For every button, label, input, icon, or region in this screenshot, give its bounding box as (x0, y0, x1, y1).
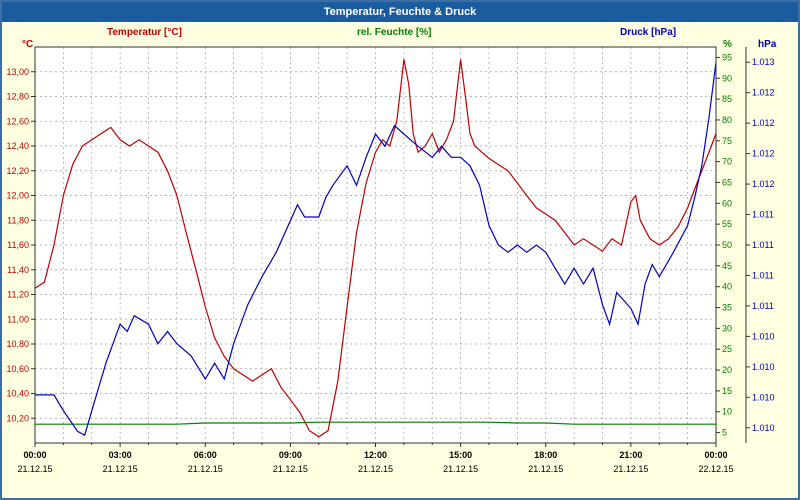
window-title: Temperatur, Feuchte & Druck (323, 6, 477, 18)
svg-text:11,40: 11,40 (7, 265, 29, 275)
svg-text:20: 20 (722, 365, 732, 375)
svg-text:90: 90 (722, 73, 732, 83)
svg-text:22.12.15: 22.12.15 (698, 464, 733, 474)
title-bar: Temperatur, Feuchte & Druck (2, 2, 798, 22)
svg-text:1.012: 1.012 (752, 88, 775, 98)
svg-text:12,80: 12,80 (6, 92, 29, 102)
svg-text:06:00: 06:00 (194, 450, 217, 460)
humidity-axis-unit: % (723, 39, 732, 50)
svg-text:21.12.15: 21.12.15 (103, 464, 138, 474)
svg-text:12,20: 12,20 (6, 166, 29, 176)
legend-humidity: rel. Feuchte [%] (357, 27, 432, 38)
svg-text:1.010: 1.010 (752, 423, 775, 433)
svg-text:21.12.15: 21.12.15 (358, 464, 393, 474)
legend-pressure: Druck [hPa] (620, 27, 677, 38)
temp-axis: 13,00 12,80 12,60 12,40 12,20 12,00 11,80 11,60… (6, 67, 35, 423)
svg-text:10: 10 (722, 407, 732, 417)
svg-text:10,80: 10,80 (6, 339, 29, 349)
svg-text:5: 5 (722, 428, 727, 438)
svg-text:1.013: 1.013 (752, 57, 775, 67)
svg-text:80: 80 (722, 115, 732, 125)
svg-text:1.011: 1.011 (752, 301, 774, 311)
svg-text:10,60: 10,60 (6, 364, 29, 374)
svg-text:60: 60 (722, 198, 732, 208)
series-humidity-line (35, 421, 716, 425)
svg-text:03:00: 03:00 (109, 450, 132, 460)
svg-text:1.011: 1.011 (752, 210, 774, 220)
legend-temperature: Temperatur [°C] (107, 27, 182, 38)
svg-text:21.12.15: 21.12.15 (273, 464, 308, 474)
svg-text:12,40: 12,40 (6, 141, 29, 151)
svg-text:21.12.15: 21.12.15 (528, 464, 563, 474)
svg-text:70: 70 (722, 157, 732, 167)
svg-text:85: 85 (722, 94, 732, 104)
svg-text:12:00: 12:00 (364, 450, 387, 460)
series-pressure-line (35, 62, 717, 436)
temp-axis-unit: °C (22, 39, 34, 50)
svg-text:18:00: 18:00 (534, 450, 557, 460)
svg-text:1.012: 1.012 (752, 179, 775, 189)
svg-text:12,00: 12,00 (6, 191, 29, 201)
pressure-axis: 1.013 1.012 1.012 1.012 1.012 1.011 1.011 1.011… (745, 47, 775, 443)
pressure-axis-unit: hPa (758, 39, 777, 50)
svg-text:35: 35 (722, 303, 732, 313)
svg-text:1.010: 1.010 (752, 392, 775, 402)
svg-text:1.010: 1.010 (752, 331, 775, 341)
svg-text:21:00: 21:00 (619, 450, 642, 460)
svg-text:75: 75 (722, 136, 732, 146)
x-axis: 00:00 21.12.15 03:00 21.12.15 06:00 21.12.15 0… (17, 443, 734, 474)
svg-text:1.011: 1.011 (752, 240, 774, 250)
svg-text:11,60: 11,60 (7, 240, 29, 250)
svg-text:21.12.15: 21.12.15 (613, 464, 648, 474)
gridlines (35, 47, 716, 443)
humidity-axis: 95 90 85 80 75 70 65 60 55 50 45 40 35 30 25 20 15 10 5 (716, 52, 732, 438)
series-temperature-line (34, 59, 717, 438)
chart-canvas: 13,00 12,80 12,60 12,40 12,20 12,00 11,80 11,60… (6, 46, 775, 474)
svg-text:1.012: 1.012 (752, 118, 775, 128)
svg-text:15:00: 15:00 (449, 450, 472, 460)
svg-text:1.011: 1.011 (752, 270, 774, 280)
svg-text:55: 55 (722, 219, 732, 229)
svg-text:25: 25 (722, 344, 732, 354)
svg-text:11,20: 11,20 (7, 290, 29, 300)
svg-text:00:00: 00:00 (704, 450, 727, 460)
svg-text:00:00: 00:00 (23, 450, 46, 460)
svg-text:1.010: 1.010 (752, 362, 775, 372)
svg-text:12,60: 12,60 (6, 116, 29, 126)
svg-text:10,40: 10,40 (6, 389, 29, 399)
svg-text:45: 45 (722, 261, 732, 271)
svg-text:30: 30 (722, 323, 732, 333)
svg-text:40: 40 (722, 282, 732, 292)
svg-text:09:00: 09:00 (279, 450, 302, 460)
svg-text:13,00: 13,00 (6, 67, 29, 77)
svg-text:10,20: 10,20 (6, 413, 29, 423)
svg-text:21.12.15: 21.12.15 (443, 464, 478, 474)
svg-text:95: 95 (722, 52, 732, 62)
svg-text:11,00: 11,00 (7, 314, 29, 324)
svg-text:50: 50 (722, 240, 732, 250)
svg-text:21.12.15: 21.12.15 (17, 464, 52, 474)
svg-text:15: 15 (722, 386, 732, 396)
svg-text:1.012: 1.012 (752, 149, 775, 159)
svg-text:11,80: 11,80 (7, 215, 29, 225)
svg-text:21.12.15: 21.12.15 (188, 464, 223, 474)
svg-text:65: 65 (722, 177, 732, 187)
